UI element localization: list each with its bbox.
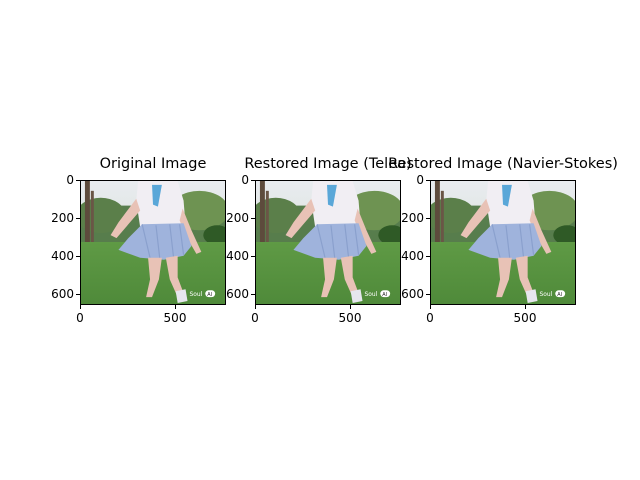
y-tick-label: 400 [226, 249, 249, 263]
y-tick-label: 200 [226, 211, 249, 225]
y-tick-label: 0 [66, 173, 74, 187]
panel-title: Original Image [99, 156, 207, 172]
y-tick-label: 600 [51, 287, 74, 301]
x-tick [80, 305, 81, 309]
x-tick [350, 305, 351, 309]
y-tick [251, 294, 255, 295]
y-tick-label: 600 [401, 287, 424, 301]
image-axes: Soul AI [255, 180, 401, 305]
y-tick-label: 200 [51, 211, 74, 225]
x-tick [430, 305, 431, 309]
y-tick [426, 180, 430, 181]
x-tick [175, 305, 176, 309]
y-tick [76, 294, 80, 295]
x-tick-label: 500 [338, 311, 362, 325]
y-tick [76, 256, 80, 257]
x-tick-label: 0 [426, 311, 434, 325]
svg-text:AI: AI [557, 292, 562, 298]
y-tick [426, 294, 430, 295]
y-tick-label: 600 [226, 287, 249, 301]
x-tick-label: 0 [76, 311, 84, 325]
y-tick-label: 200 [401, 211, 424, 225]
y-tick [76, 218, 80, 219]
y-tick-label: 400 [401, 249, 424, 263]
y-tick [76, 180, 80, 181]
photo-image: Soul AI [81, 181, 225, 304]
y-tick [251, 218, 255, 219]
x-tick [255, 305, 256, 309]
y-tick [251, 256, 255, 257]
panel-title: Restored Image (Telea) [244, 156, 412, 172]
photo-image: Soul AI [431, 181, 575, 304]
x-tick-label: 500 [163, 311, 187, 325]
svg-text:Soul: Soul [539, 292, 552, 298]
y-tick-label: 0 [241, 173, 249, 187]
panel-title: Restored Image (Navier-Stokes) [388, 156, 618, 172]
image-axes: Soul AI [80, 180, 226, 305]
y-tick [426, 218, 430, 219]
svg-text:Soul: Soul [364, 292, 377, 298]
image-axes: Soul AI [430, 180, 576, 305]
svg-text:AI: AI [207, 292, 212, 298]
x-tick-label: 500 [513, 311, 537, 325]
x-tick-label: 0 [251, 311, 259, 325]
y-tick-label: 400 [51, 249, 74, 263]
svg-text:AI: AI [382, 292, 387, 298]
y-tick-label: 0 [416, 173, 424, 187]
y-tick [426, 256, 430, 257]
photo-image: Soul AI [256, 181, 400, 304]
svg-text:Soul: Soul [189, 292, 202, 298]
y-tick [251, 180, 255, 181]
x-tick [525, 305, 526, 309]
